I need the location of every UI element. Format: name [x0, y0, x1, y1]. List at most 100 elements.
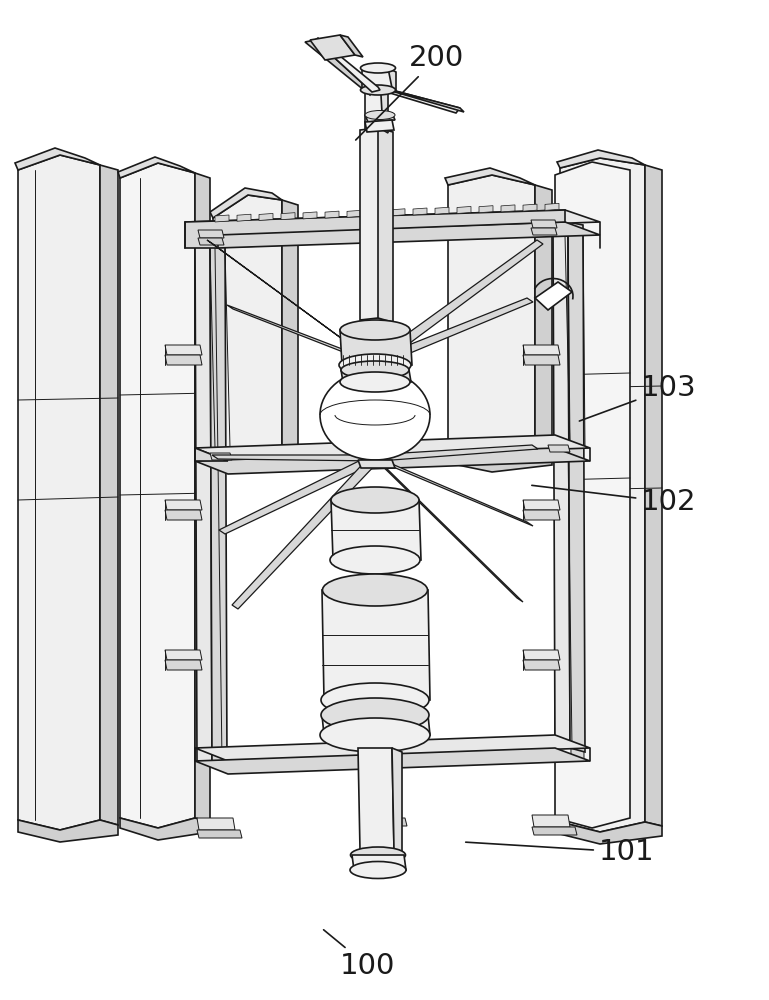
Polygon shape: [18, 820, 118, 842]
Ellipse shape: [340, 320, 410, 340]
Polygon shape: [165, 650, 202, 660]
Polygon shape: [341, 370, 411, 382]
Polygon shape: [545, 203, 559, 210]
Polygon shape: [523, 650, 560, 660]
Polygon shape: [560, 158, 645, 832]
Polygon shape: [535, 185, 552, 454]
Polygon shape: [362, 818, 407, 826]
Ellipse shape: [351, 847, 405, 863]
Polygon shape: [195, 435, 590, 461]
Polygon shape: [259, 213, 273, 220]
Polygon shape: [195, 235, 212, 761]
Polygon shape: [371, 298, 533, 366]
Polygon shape: [213, 452, 298, 472]
Ellipse shape: [361, 85, 395, 95]
Polygon shape: [165, 355, 202, 365]
Text: 100: 100: [324, 930, 395, 980]
Polygon shape: [165, 660, 202, 670]
Polygon shape: [523, 204, 537, 211]
Polygon shape: [325, 211, 339, 218]
Ellipse shape: [320, 718, 430, 752]
Polygon shape: [391, 209, 405, 216]
Ellipse shape: [339, 354, 411, 376]
Polygon shape: [532, 827, 577, 835]
Ellipse shape: [340, 372, 410, 392]
Polygon shape: [365, 120, 394, 132]
Text: 200: 200: [356, 44, 464, 140]
Ellipse shape: [321, 683, 429, 717]
Polygon shape: [227, 305, 379, 366]
Polygon shape: [523, 345, 560, 355]
Polygon shape: [118, 157, 195, 178]
Polygon shape: [165, 345, 202, 355]
Polygon shape: [365, 113, 395, 122]
Polygon shape: [282, 200, 298, 458]
Polygon shape: [365, 78, 383, 130]
Polygon shape: [185, 210, 565, 248]
Polygon shape: [362, 806, 400, 818]
Polygon shape: [100, 165, 118, 825]
Polygon shape: [185, 222, 600, 248]
Polygon shape: [384, 88, 464, 112]
Polygon shape: [448, 450, 552, 472]
Polygon shape: [371, 240, 543, 366]
Polygon shape: [371, 455, 533, 526]
Polygon shape: [352, 855, 406, 870]
Polygon shape: [195, 173, 210, 822]
Polygon shape: [215, 215, 229, 222]
Ellipse shape: [341, 361, 409, 379]
Polygon shape: [212, 455, 379, 461]
Polygon shape: [305, 40, 372, 95]
Text: 103: 103: [579, 374, 697, 421]
Polygon shape: [435, 207, 449, 214]
Polygon shape: [560, 822, 662, 844]
Polygon shape: [322, 715, 430, 735]
Text: 102: 102: [532, 485, 697, 516]
Text: 101: 101: [466, 838, 654, 866]
Polygon shape: [523, 500, 560, 510]
Ellipse shape: [330, 546, 420, 574]
Polygon shape: [165, 500, 202, 510]
Polygon shape: [362, 68, 392, 90]
Polygon shape: [120, 163, 195, 828]
Polygon shape: [358, 748, 394, 850]
Polygon shape: [479, 206, 493, 213]
Polygon shape: [219, 455, 379, 534]
Polygon shape: [18, 155, 100, 830]
Polygon shape: [303, 212, 317, 219]
Polygon shape: [531, 228, 557, 235]
Polygon shape: [557, 150, 645, 168]
Polygon shape: [413, 208, 427, 215]
Polygon shape: [340, 330, 412, 365]
Polygon shape: [198, 238, 224, 245]
Polygon shape: [380, 88, 460, 113]
Polygon shape: [369, 210, 383, 217]
Polygon shape: [553, 222, 570, 748]
Polygon shape: [310, 35, 355, 60]
Polygon shape: [211, 248, 226, 761]
Polygon shape: [213, 195, 282, 460]
Polygon shape: [281, 213, 295, 220]
Polygon shape: [331, 500, 421, 560]
Ellipse shape: [321, 698, 429, 732]
Polygon shape: [15, 148, 100, 170]
Polygon shape: [535, 282, 572, 310]
Polygon shape: [569, 235, 584, 761]
Polygon shape: [120, 818, 210, 840]
Ellipse shape: [322, 574, 428, 606]
Polygon shape: [363, 215, 389, 223]
Polygon shape: [371, 445, 538, 461]
Polygon shape: [371, 455, 523, 602]
Polygon shape: [185, 210, 600, 235]
Polygon shape: [232, 455, 379, 609]
Ellipse shape: [320, 370, 430, 460]
Polygon shape: [360, 128, 385, 320]
Polygon shape: [210, 188, 282, 218]
Polygon shape: [448, 175, 535, 460]
Polygon shape: [195, 448, 228, 461]
Polygon shape: [340, 35, 363, 57]
Polygon shape: [388, 68, 396, 92]
Polygon shape: [457, 206, 471, 213]
Polygon shape: [392, 748, 402, 854]
Polygon shape: [532, 815, 570, 827]
